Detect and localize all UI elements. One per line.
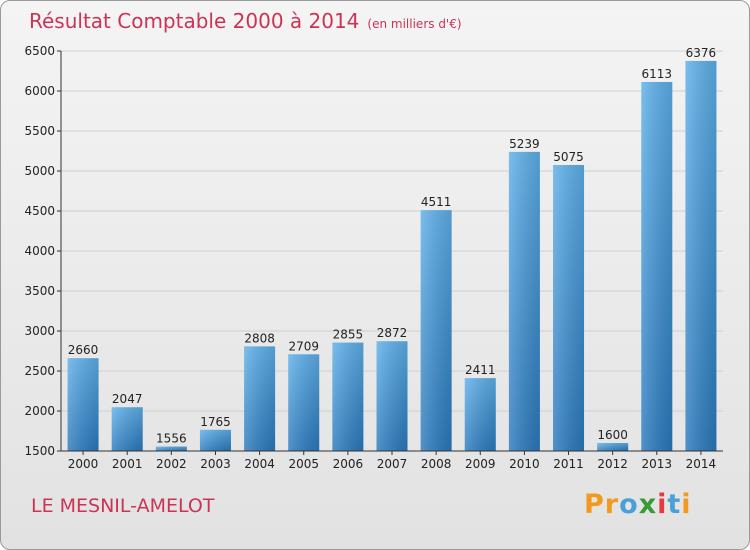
data-label: 2411 [465, 363, 496, 377]
x-tick-label: 2002 [156, 457, 187, 471]
proxiti-logo-letter: r [604, 489, 620, 520]
data-label: 2855 [333, 328, 364, 342]
y-tick-label: 3000 [24, 324, 55, 338]
proxiti-logo-letter: t [667, 489, 682, 520]
bar-shade [332, 342, 364, 451]
y-tick-label: 6500 [24, 44, 55, 58]
x-tick-label: 2006 [333, 457, 364, 471]
bar-shade [597, 443, 629, 451]
commune-name: LE MESNIL-AMELOT [31, 495, 215, 517]
y-tick-label: 5500 [24, 124, 55, 138]
y-tick-label: 4500 [24, 204, 55, 218]
proxiti-logo-letter: x [638, 489, 658, 520]
x-tick-label: 2008 [421, 457, 452, 471]
bar-shade [288, 354, 320, 451]
data-label: 1600 [597, 428, 628, 442]
data-label: 2872 [377, 326, 408, 340]
bar-shade [641, 81, 673, 452]
x-tick-label: 2013 [642, 457, 673, 471]
chart-title: Résultat Comptable 2000 à 2014 [29, 9, 360, 33]
data-label: 2660 [68, 343, 99, 357]
proxiti-logo: Proxiti [584, 489, 692, 520]
x-tick-label: 2003 [200, 457, 231, 471]
y-tick-label: 1500 [24, 444, 55, 458]
data-label: 5239 [509, 137, 540, 151]
bar-shade [67, 358, 99, 451]
bar-shade [111, 407, 143, 451]
bar-shade [244, 346, 276, 451]
y-tick-label: 2500 [24, 364, 55, 378]
x-tick-label: 2009 [465, 457, 496, 471]
proxiti-logo-letter: P [584, 489, 605, 520]
data-label: 2709 [288, 339, 319, 353]
data-label: 2808 [244, 331, 275, 345]
x-tick-label: 2005 [288, 457, 319, 471]
data-label: 1765 [200, 415, 231, 429]
proxiti-logo-letter: i [657, 489, 668, 520]
y-tick-label: 3500 [24, 284, 55, 298]
data-label: 4511 [421, 195, 452, 209]
bar-shade [199, 429, 231, 451]
bar-shade [420, 210, 452, 451]
x-tick-label: 2000 [68, 457, 99, 471]
bar-shade [376, 341, 408, 451]
data-label: 1556 [156, 432, 187, 446]
y-tick-label: 5000 [24, 164, 55, 178]
bar-shade [155, 446, 187, 451]
y-tick-label: 4000 [24, 244, 55, 258]
data-label: 6376 [686, 46, 717, 60]
x-tick-label: 2010 [509, 457, 540, 471]
y-tick-label: 2000 [24, 404, 55, 418]
chart-title-block: Résultat Comptable 2000 à 2014 (en millie… [29, 9, 462, 33]
x-tick-label: 2007 [377, 457, 408, 471]
bar-shade [464, 378, 496, 451]
bar-shade [553, 165, 585, 451]
chart-subtitle: (en milliers d'€) [367, 17, 462, 31]
proxiti-logo-letter: i [681, 489, 692, 520]
data-label: 5075 [553, 150, 584, 164]
data-label: 2047 [112, 392, 143, 406]
bar-shade [685, 60, 717, 452]
y-tick-label: 6000 [24, 84, 55, 98]
proxiti-logo-letter: o [619, 489, 639, 520]
x-tick-label: 2011 [553, 457, 584, 471]
x-tick-label: 2012 [597, 457, 628, 471]
data-label: 6113 [642, 67, 673, 81]
x-tick-label: 2001 [112, 457, 143, 471]
bar-shade [508, 151, 540, 451]
x-tick-label: 2004 [244, 457, 275, 471]
x-tick-label: 2014 [686, 457, 717, 471]
